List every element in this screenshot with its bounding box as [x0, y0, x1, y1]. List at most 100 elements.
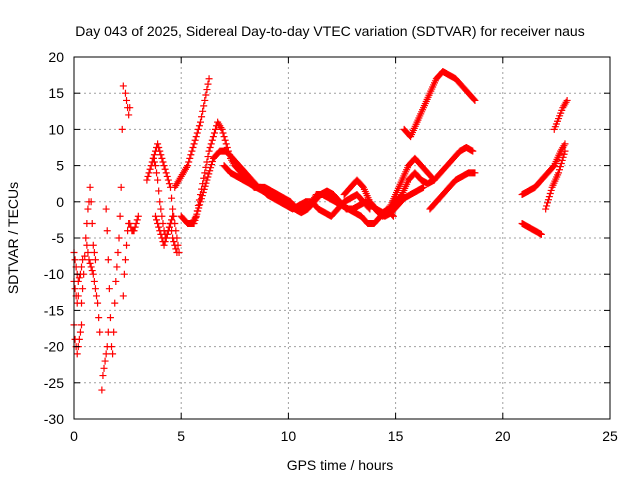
data-point — [78, 299, 86, 307]
data-point — [195, 204, 203, 212]
data-point — [218, 125, 226, 133]
data-point — [160, 241, 168, 249]
data-point — [91, 256, 99, 264]
data-point — [561, 140, 569, 148]
data-point — [563, 96, 571, 104]
data-point — [84, 205, 92, 213]
data-point — [93, 292, 101, 300]
y-tick-label: 15 — [48, 85, 64, 101]
data-point — [103, 227, 111, 235]
x-tick-label: 25 — [602, 428, 618, 444]
data-point — [198, 192, 206, 200]
data-point — [116, 212, 124, 220]
data-point — [161, 238, 169, 246]
data-point — [75, 335, 83, 343]
data-point — [133, 216, 141, 224]
data-point — [155, 223, 163, 231]
data-point — [121, 89, 129, 97]
data-point — [165, 180, 173, 188]
data-point — [90, 277, 98, 285]
data-point — [470, 95, 478, 103]
data-point — [111, 299, 119, 307]
series-late_arc_a — [379, 144, 477, 220]
data-point — [144, 172, 152, 180]
data-point — [94, 299, 102, 307]
data-point — [555, 166, 563, 174]
data-point — [157, 151, 165, 159]
data-point — [221, 136, 229, 144]
data-point — [159, 158, 167, 166]
data-point — [191, 216, 199, 224]
series-late_arc_f — [542, 147, 569, 213]
data-point — [81, 252, 89, 260]
series-early_arc_e — [83, 241, 104, 336]
data-point — [151, 212, 159, 220]
data-point — [102, 205, 110, 213]
data-point — [86, 259, 94, 267]
axis-ticks: 0 5 10 15 20 25 -30 -25 -20 -15 -10 -5 0 5 10 15 20 — [44, 49, 618, 444]
data-point — [194, 125, 202, 133]
data-point — [199, 188, 207, 196]
data-point — [84, 248, 92, 256]
data-point — [123, 241, 131, 249]
data-point — [168, 216, 176, 224]
data-point — [91, 285, 99, 293]
data-point — [162, 234, 170, 242]
data-point — [156, 147, 164, 155]
data-point — [174, 241, 182, 249]
data-point — [132, 220, 140, 228]
data-point — [201, 169, 209, 177]
data-point — [190, 220, 198, 228]
data-point — [196, 118, 204, 126]
data-point — [471, 96, 479, 104]
data-point — [196, 201, 204, 209]
data-point — [197, 195, 205, 203]
data-point — [205, 75, 213, 83]
series-early_arc_h — [119, 212, 142, 300]
data-point — [158, 212, 166, 220]
data-point — [194, 207, 202, 215]
data-point — [199, 107, 207, 115]
y-tick-label: 10 — [48, 121, 64, 137]
data-point — [109, 350, 117, 358]
y-tick-label: -5 — [52, 230, 65, 246]
data-point — [106, 314, 114, 322]
data-point — [188, 147, 196, 155]
data-point — [203, 86, 211, 94]
series-main_arc_d — [340, 169, 438, 217]
data-point — [126, 220, 134, 228]
data-point — [96, 328, 104, 336]
x-tick-label: 20 — [495, 428, 511, 444]
data-point — [542, 205, 550, 213]
x-tick-label: 5 — [177, 428, 185, 444]
series-early_arc_g — [102, 82, 127, 358]
data-point — [145, 169, 153, 177]
data-point — [545, 193, 553, 201]
data-point — [102, 350, 110, 358]
data-point — [113, 263, 121, 271]
data-point — [186, 154, 194, 162]
data-point — [115, 234, 123, 242]
data-point — [157, 230, 165, 238]
data-point — [170, 238, 178, 246]
data-point — [100, 364, 108, 372]
data-point — [95, 314, 103, 322]
data-point — [89, 270, 97, 278]
data-point — [161, 165, 169, 173]
data-point — [546, 190, 554, 198]
data-point — [200, 102, 208, 110]
data-point — [156, 227, 164, 235]
data-point — [204, 80, 212, 88]
data-point — [208, 157, 216, 165]
data-point — [87, 263, 95, 271]
data-point — [205, 147, 213, 155]
y-tick-label: 5 — [56, 158, 64, 174]
data-point — [163, 230, 171, 238]
data-point — [108, 343, 116, 351]
data-point — [105, 285, 113, 293]
data-point — [88, 267, 96, 275]
data-point — [83, 241, 91, 249]
data-point — [130, 227, 138, 235]
data-point — [209, 133, 217, 141]
data-point — [101, 357, 109, 365]
